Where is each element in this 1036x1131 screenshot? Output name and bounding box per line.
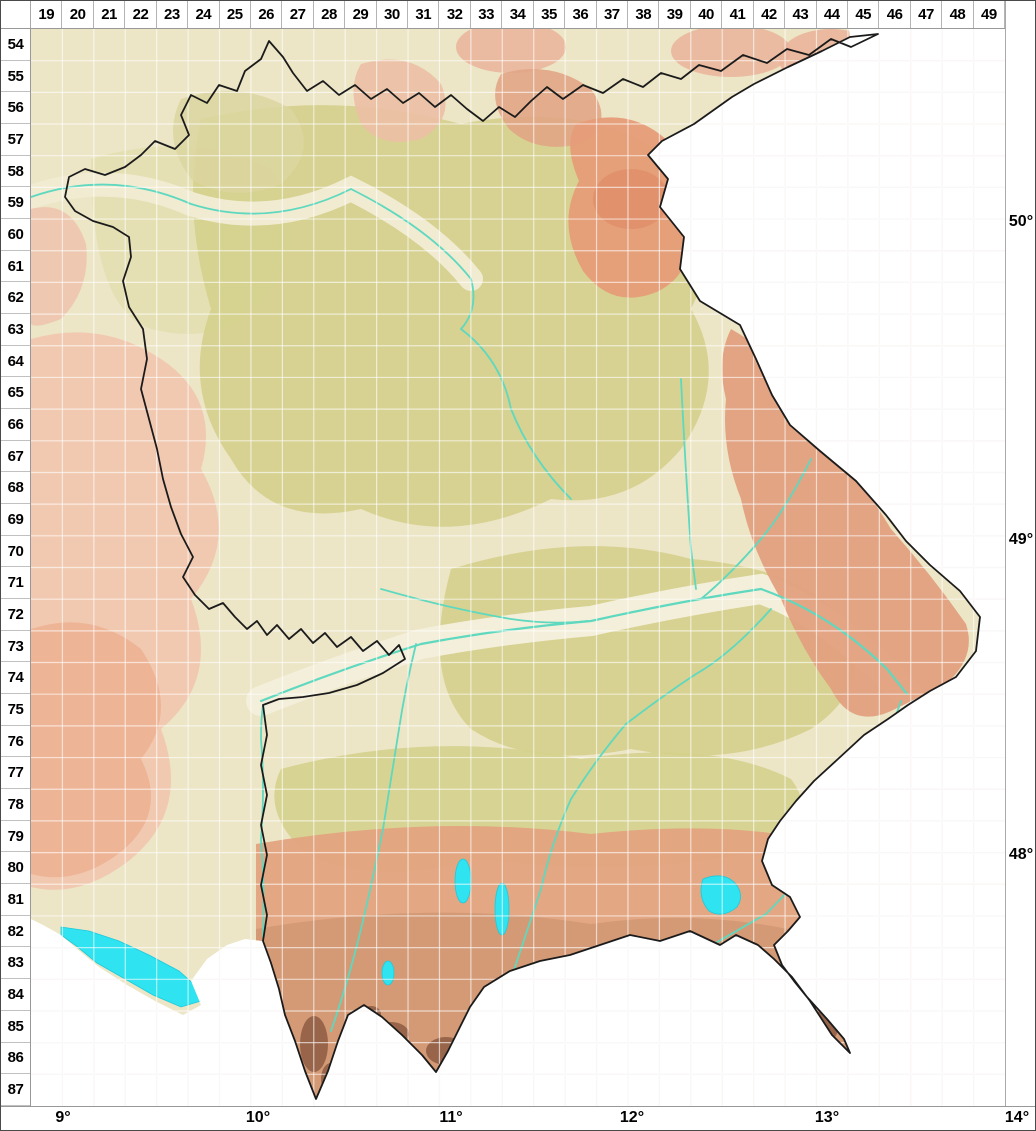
grid-col-label-47: 47 bbox=[911, 1, 943, 28]
grid-col-label-35: 35 bbox=[534, 1, 566, 28]
row-label-column: 54 55 56 57 58 59 60 61 62 63 64 65 66 67 68 69 70 71 72 73… bbox=[1, 29, 31, 1106]
grid-row-label-64: 64 bbox=[1, 346, 30, 378]
grid-row-label-73: 73 bbox=[1, 631, 30, 663]
grid-col-label-33: 33 bbox=[471, 1, 503, 28]
grid-col-label-43: 43 bbox=[785, 1, 817, 28]
grid-row-label-85: 85 bbox=[1, 1011, 30, 1043]
grid-col-label-40: 40 bbox=[691, 1, 723, 28]
lake-chiemsee bbox=[700, 875, 741, 915]
latitude-margin: 50° 49° 48° bbox=[1005, 1, 1035, 1130]
state-boundary bbox=[64, 33, 981, 1100]
grid-col-label-38: 38 bbox=[628, 1, 660, 28]
grid-row-label-81: 81 bbox=[1, 884, 30, 916]
elevation-west-pink-deep bbox=[31, 622, 161, 878]
elevation-spessart bbox=[173, 91, 304, 193]
grid-row-label-74: 74 bbox=[1, 662, 30, 695]
longitude-label-11: 11° bbox=[439, 1109, 463, 1126]
grid-row-label-84: 84 bbox=[1, 979, 30, 1011]
river-isar bbox=[506, 608, 772, 992]
grid-col-label-26: 26 bbox=[251, 1, 283, 28]
grid-col-label-49: 49 bbox=[974, 1, 1006, 28]
river-iller bbox=[260, 704, 265, 938]
grid-col-label-24: 24 bbox=[188, 1, 220, 28]
grid-row-label-75: 75 bbox=[1, 694, 30, 726]
latitude-label-50: 50° bbox=[1008, 213, 1034, 230]
grid-row-label-83: 83 bbox=[1, 947, 30, 980]
grid-row-label-55: 55 bbox=[1, 61, 30, 93]
grid-row-label-86: 86 bbox=[1, 1043, 30, 1075]
grid-lines-white bbox=[31, 29, 1005, 1106]
longitude-margin: 9° 10° 11° 12° 13° 14° bbox=[1, 1106, 1035, 1130]
map-canvas[interactable] bbox=[31, 29, 1005, 1106]
longitude-label-13: 13° bbox=[814, 1109, 840, 1126]
elevation-bavarian-forest bbox=[722, 329, 969, 717]
grid-row-label-70: 70 bbox=[1, 536, 30, 568]
grid-row-label-60: 60 bbox=[1, 219, 30, 251]
grid-col-label-28: 28 bbox=[314, 1, 346, 28]
grid-col-label-44: 44 bbox=[817, 1, 848, 28]
grid-col-label-48: 48 bbox=[942, 1, 974, 28]
grid-row-label-62: 62 bbox=[1, 282, 30, 315]
grid-row-label-67: 67 bbox=[1, 441, 30, 473]
corner-cell bbox=[1, 1, 31, 29]
latitude-label-49: 49° bbox=[1008, 531, 1034, 548]
grid-row-label-77: 77 bbox=[1, 757, 30, 790]
latitude-label-48: 48° bbox=[1008, 846, 1034, 863]
grid-col-label-45: 45 bbox=[848, 1, 880, 28]
grid-row-label-61: 61 bbox=[1, 251, 30, 283]
grid-col-label-31: 31 bbox=[408, 1, 440, 28]
grid-row-label-65: 65 bbox=[1, 377, 30, 410]
grid-row-label-69: 69 bbox=[1, 504, 30, 536]
grid-row-label-79: 79 bbox=[1, 821, 30, 853]
river-naab bbox=[680, 378, 697, 590]
elevation-north-1 bbox=[456, 29, 566, 73]
elevation-north-2 bbox=[671, 29, 791, 77]
lake-ammersee bbox=[454, 858, 472, 904]
grid-col-label-23: 23 bbox=[157, 1, 189, 28]
grid-col-label-42: 42 bbox=[754, 1, 786, 28]
grid-row-label-54: 54 bbox=[1, 29, 30, 61]
grid-row-label-82: 82 bbox=[1, 916, 30, 948]
lake-walchensee bbox=[381, 960, 395, 986]
grid-row-label-76: 76 bbox=[1, 726, 30, 758]
grid-col-label-39: 39 bbox=[659, 1, 691, 28]
grid-col-label-29: 29 bbox=[345, 1, 377, 28]
grid-row-label-58: 58 bbox=[1, 156, 30, 188]
grid-row-label-87: 87 bbox=[1, 1074, 30, 1106]
river-regen bbox=[700, 458, 812, 600]
grid-row-label-56: 56 bbox=[1, 92, 30, 125]
grid-row-label-78: 78 bbox=[1, 789, 30, 821]
grid-col-label-34: 34 bbox=[502, 1, 534, 28]
grid-col-label-19: 19 bbox=[31, 1, 63, 28]
grid-col-label-21: 21 bbox=[94, 1, 126, 28]
river-lech bbox=[330, 643, 417, 1032]
grid-row-label-66: 66 bbox=[1, 409, 30, 441]
elevation-odenwald bbox=[31, 207, 87, 326]
grid-row-label-68: 68 bbox=[1, 472, 30, 505]
longitude-label-10: 10° bbox=[245, 1109, 271, 1126]
longitude-label-12: 12° bbox=[619, 1109, 645, 1126]
elevation-fichtel-core bbox=[593, 169, 669, 229]
grid-col-label-25: 25 bbox=[220, 1, 251, 28]
grid-col-label-41: 41 bbox=[722, 1, 754, 28]
grid-row-label-72: 72 bbox=[1, 599, 30, 631]
grid-row-label-63: 63 bbox=[1, 314, 30, 346]
grid-col-label-36: 36 bbox=[565, 1, 597, 28]
grid-col-label-30: 30 bbox=[377, 1, 409, 28]
grid-col-label-32: 32 bbox=[439, 1, 471, 28]
grid-col-label-37: 37 bbox=[597, 1, 629, 28]
longitude-label-9: 9° bbox=[55, 1109, 71, 1126]
grid-row-label-57: 57 bbox=[1, 124, 30, 156]
longitude-label-14: 14° bbox=[1004, 1109, 1030, 1126]
column-header-row: 19 20 21 22 23 24 25 26 27 28 29 30 31 32 33 34 35 36 37 38… bbox=[31, 1, 1006, 29]
grid-col-label-20: 20 bbox=[62, 1, 94, 28]
grid-row-label-59: 59 bbox=[1, 187, 30, 220]
grid-col-label-46: 46 bbox=[879, 1, 911, 28]
grid-col-label-27: 27 bbox=[282, 1, 314, 28]
grid-row-label-71: 71 bbox=[1, 567, 30, 600]
grid-row-label-80: 80 bbox=[1, 852, 30, 885]
grid-col-label-22: 22 bbox=[125, 1, 157, 28]
